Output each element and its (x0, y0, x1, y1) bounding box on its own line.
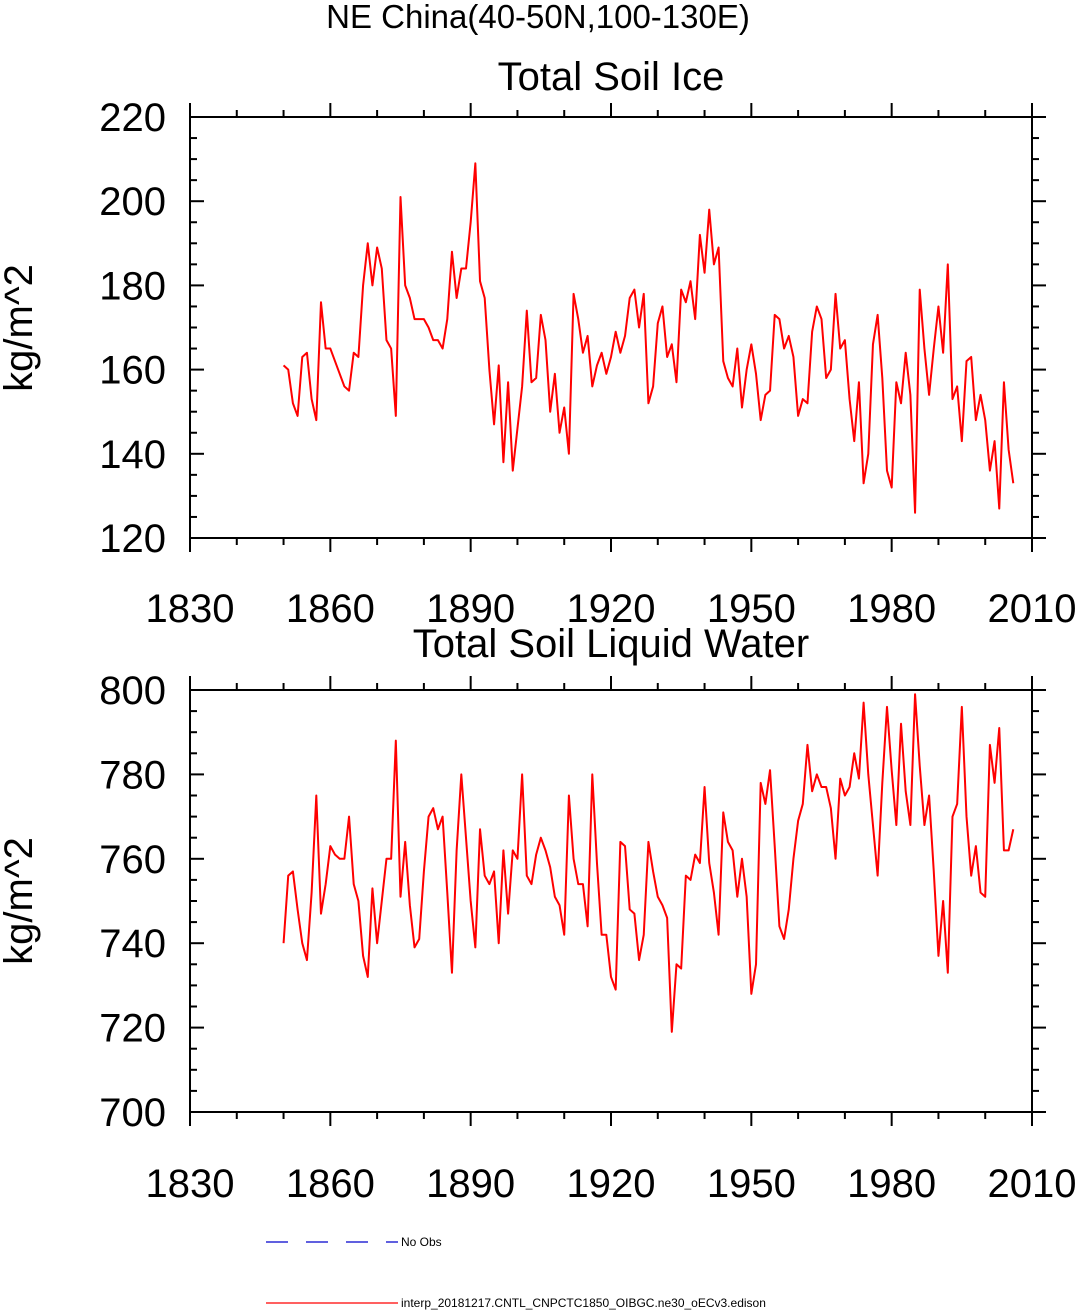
y-tick-label: 140 (99, 433, 166, 477)
y-tick-label: 740 (99, 922, 166, 966)
x-tick-label: 2010 (988, 587, 1077, 631)
series-line (282, 693, 1015, 1033)
y-tick-label: 180 (99, 264, 166, 308)
legend-label: interp_20181217.CNTL_CNPCTC1850_OIBGC.ne… (401, 1296, 766, 1310)
series (282, 693, 1015, 1033)
y-tick-label: 120 (99, 517, 166, 561)
series (282, 162, 1015, 514)
x-tick-label: 1860 (286, 1162, 375, 1206)
legend-label: No Obs (401, 1235, 442, 1249)
x-tick-label: 1830 (146, 587, 235, 631)
y-tick-label: 800 (99, 669, 166, 713)
legend-item-no-obs: No Obs (266, 1235, 442, 1249)
x-tick-label: 1920 (567, 1162, 656, 1206)
x-tick-label: 1830 (146, 1162, 235, 1206)
plot-frame (189, 689, 1033, 1113)
x-tick-label: 1860 (286, 587, 375, 631)
legend: No Obs interp_20181217.CNTL_CNPCTC1850_O… (266, 1235, 766, 1310)
x-tick-label: 1950 (707, 1162, 796, 1206)
figure-title: NE China(40-50N,100-130E) (326, 0, 750, 35)
y-axis-label: kg/m^2 (0, 837, 41, 965)
panel-soil-ice: Total Soil Ice kg/m^2 1830 1860 1890 1920 19… (0, 55, 1076, 631)
y-tick-label: 780 (99, 753, 166, 797)
tick-labels: 1830 1860 1890 1920 1950 1980 2010 700 720 740 760… (99, 669, 1076, 1206)
x-tick-label: 1890 (426, 1162, 515, 1206)
x-tick-label: 1980 (847, 1162, 936, 1206)
x-tick-label: 1890 (426, 587, 515, 631)
panel-soil-liquid-water: Total Soil Liquid Water kg/m^2 1830 1860 1… (0, 622, 1076, 1206)
y-tick-label: 700 (99, 1091, 166, 1135)
ticks (189, 103, 1046, 552)
x-tick-label: 2010 (988, 1162, 1077, 1206)
legend-item-model: interp_20181217.CNTL_CNPCTC1850_OIBGC.ne… (266, 1296, 766, 1310)
chart-title: Total Soil Liquid Water (413, 622, 809, 666)
plot-frame (189, 116, 1033, 539)
x-tick-label: 1920 (567, 587, 656, 631)
chart-title: Total Soil Ice (498, 55, 725, 99)
x-tick-label: 1980 (847, 587, 936, 631)
y-tick-label: 160 (99, 349, 166, 393)
series-line (282, 162, 1015, 514)
y-tick-label: 720 (99, 1007, 166, 1051)
tick-labels: 1830 1860 1890 1920 1950 1980 2010 120 140 160 180… (99, 96, 1076, 631)
y-tick-label: 200 (99, 180, 166, 224)
x-tick-label: 1950 (707, 587, 796, 631)
y-tick-label: 220 (99, 96, 166, 140)
y-axis-label: kg/m^2 (0, 264, 41, 392)
y-tick-label: 760 (99, 838, 166, 882)
